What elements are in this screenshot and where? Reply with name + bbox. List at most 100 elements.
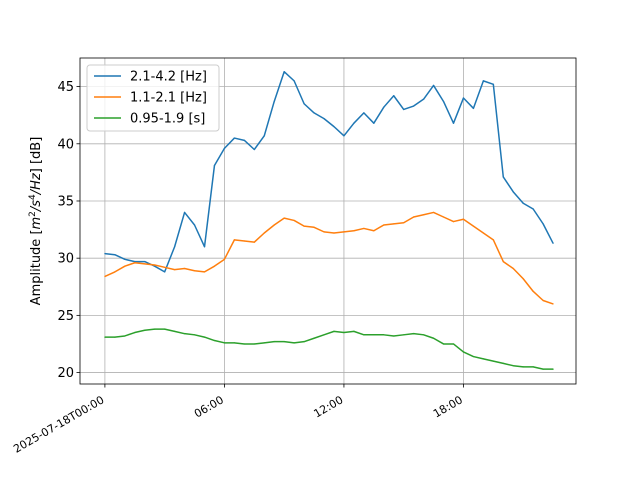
series-1-point — [502, 176, 504, 178]
series-1-point — [174, 246, 176, 248]
series-line-3 — [104, 328, 554, 370]
series-3-point — [273, 341, 275, 343]
series-1-point — [373, 122, 375, 124]
series-1-point — [134, 261, 136, 263]
series-3-point — [442, 343, 445, 345]
series-3-point — [333, 330, 335, 332]
series-1-point — [293, 80, 295, 82]
series-2-point — [183, 267, 186, 270]
series-2-point — [363, 227, 365, 230]
series-3-point — [154, 328, 156, 330]
series-3-point — [452, 343, 455, 345]
series-1-point — [114, 254, 116, 256]
series-1-point — [303, 103, 305, 105]
series-1-point — [383, 106, 385, 108]
series-1-point — [263, 135, 265, 137]
series-1-point — [223, 147, 226, 149]
series-2-point — [333, 232, 335, 234]
series-2-point — [273, 224, 275, 226]
series-3-point — [502, 362, 504, 365]
series-2-point — [532, 290, 534, 292]
series-2-point — [373, 230, 375, 232]
series-3-point — [203, 336, 206, 338]
series-1-point — [183, 211, 186, 214]
y-axis-label-s: /s — [29, 200, 44, 212]
series-1-point — [522, 202, 524, 204]
series-2-point — [432, 211, 435, 214]
series-3-point — [472, 355, 475, 358]
series-2-point — [403, 222, 405, 224]
series-3-point — [104, 336, 106, 338]
series-3-point — [323, 334, 325, 336]
series-3-point — [233, 342, 235, 344]
series-1-point — [423, 98, 425, 100]
series-1-point — [333, 126, 335, 128]
series-2-point — [203, 271, 206, 273]
series-2-point — [223, 258, 226, 260]
y-tick-label: 30 — [57, 252, 74, 267]
y-tick-label: 40 — [57, 137, 74, 152]
series-1-point — [203, 246, 206, 248]
series-3-point — [174, 330, 176, 332]
series-line-1 — [104, 70, 554, 273]
series-3-point — [283, 341, 285, 343]
series-3-point — [343, 331, 345, 334]
series-1-point — [393, 95, 395, 97]
grid-lines — [80, 58, 576, 384]
series-3-point — [462, 351, 465, 353]
series-3-point — [532, 366, 534, 368]
series-1-point — [283, 71, 285, 73]
series-3-point — [403, 334, 405, 336]
series-2-point — [552, 303, 554, 305]
series-3-point — [383, 334, 385, 336]
series-2-point — [343, 231, 345, 233]
y-tick-label: 25 — [57, 309, 74, 324]
series-2-point — [313, 226, 315, 228]
series-3-point — [413, 333, 415, 335]
series-2-point — [303, 225, 305, 227]
series-2-point — [383, 224, 385, 226]
series-1-point — [253, 148, 255, 151]
series-3-point — [213, 339, 216, 342]
series-3-point — [363, 334, 365, 336]
plot-frame — [79, 57, 577, 385]
series-2-point — [293, 219, 295, 222]
series-3-point — [223, 342, 226, 344]
series-3-point — [542, 368, 544, 370]
series-3-point — [373, 334, 375, 336]
series-2-point — [114, 271, 116, 273]
y-axis-label-suffix: ] [dB] — [29, 137, 44, 174]
y-axis-label-exp4: 4 — [28, 194, 38, 200]
series-1-point — [432, 84, 435, 87]
series-2-point — [442, 216, 445, 218]
series-2-point — [144, 263, 146, 265]
x-tick-label: 12:00 — [311, 393, 345, 420]
series-2-point — [472, 225, 475, 227]
series-3-point — [512, 365, 514, 367]
series-3-point — [432, 337, 435, 339]
series-2-point — [353, 230, 355, 232]
series-1-point — [343, 135, 345, 137]
y-axis-label-prefix: Amplitude [ — [29, 229, 44, 305]
series-3-point — [293, 342, 295, 344]
series-2-point — [423, 214, 425, 216]
series-3-point — [263, 342, 265, 344]
y-axis: 20 25 30 35 40 45 — [57, 80, 80, 381]
series-1-point — [213, 164, 216, 167]
series-2-point — [134, 262, 136, 264]
series-1-point — [323, 118, 325, 120]
series-3-point — [552, 368, 554, 370]
series-3-point — [353, 330, 355, 332]
series-3-point — [193, 334, 196, 336]
series-1-point — [124, 258, 126, 260]
series-1-point — [154, 265, 156, 267]
series-2-point — [164, 266, 166, 268]
series-1-point — [353, 122, 355, 124]
series-layer — [104, 70, 554, 370]
series-2-point — [193, 270, 196, 272]
y-tick-label: 35 — [57, 194, 74, 209]
series-3-point — [522, 366, 524, 368]
series-3-point — [144, 329, 146, 331]
series-1-point — [273, 100, 275, 103]
series-2-point — [522, 278, 524, 280]
